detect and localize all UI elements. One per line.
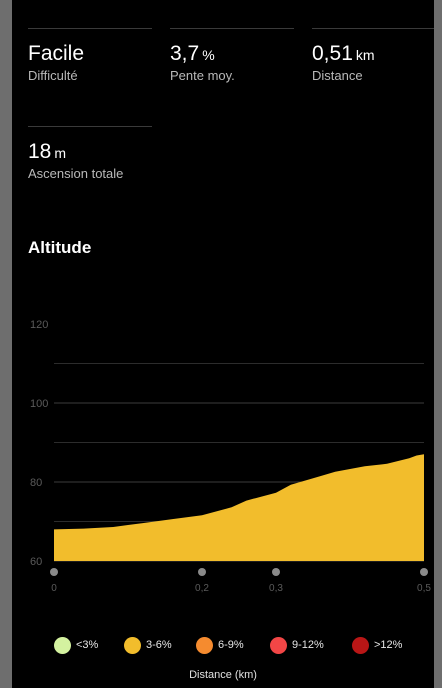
- legend-item: >12%: [352, 636, 402, 654]
- legend-label: <3%: [76, 639, 99, 651]
- y-tick-label: 120: [30, 319, 48, 331]
- legend-label: 6-9%: [218, 639, 244, 651]
- legend-swatch: [196, 636, 213, 654]
- stat-value: 3,7%: [170, 42, 215, 65]
- x-tick-label: 0,5: [417, 583, 431, 594]
- legend-swatch: [54, 636, 71, 654]
- legend-item: 9-12%: [270, 636, 324, 654]
- legend-swatch: [270, 636, 287, 654]
- stat-unit: km: [355, 47, 375, 63]
- legend-swatch: [124, 636, 141, 654]
- stat-unit: m: [54, 145, 67, 161]
- stat-value: Facile: [28, 42, 85, 65]
- stat-value: 18 m: [28, 140, 67, 163]
- y-tick-label: 80: [30, 477, 42, 489]
- legend-label: 9-12%: [292, 639, 324, 651]
- altitude-section-title: Altitude: [28, 238, 92, 257]
- altitude-area: [54, 454, 424, 561]
- stat-unit: %: [202, 47, 215, 63]
- x-axis-label: Distance (km): [189, 669, 257, 681]
- x-tick-marker: [198, 568, 206, 576]
- stat-label: Pente moy.: [170, 68, 235, 83]
- altitude-chart: 120 100 80 60 0 0,2 0,3 0,5: [30, 319, 431, 594]
- stat-label: Distance: [312, 68, 363, 83]
- stat-divider: [170, 28, 294, 29]
- legend-label: 3-6%: [146, 639, 172, 651]
- legend-label: >12%: [374, 639, 403, 651]
- legend-swatch: [352, 636, 369, 654]
- stat-label: Ascension totale: [28, 166, 124, 181]
- y-tick-label: 100: [30, 398, 48, 410]
- x-tick-label: 0,2: [195, 583, 209, 594]
- stat-label: Difficulté: [28, 68, 78, 83]
- legend-item: 6-9%: [196, 636, 244, 654]
- stat-divider: [312, 28, 434, 29]
- stat-divider: [28, 28, 152, 29]
- stat-value: 0,51 km: [312, 42, 375, 65]
- stat-divider: [28, 126, 152, 127]
- x-tick-marker: [272, 568, 280, 576]
- route-details-screen: Facile Difficulté 3,7% Pente moy. 0,51 km…: [12, 0, 434, 688]
- y-tick-label: 60: [30, 556, 42, 568]
- x-tick-marker: [50, 568, 58, 576]
- x-tick-label: 0,3: [269, 583, 283, 594]
- x-tick-label: 0: [51, 583, 57, 594]
- legend-item: 3-6%: [124, 636, 172, 654]
- legend-item: <3%: [54, 636, 98, 654]
- x-tick-marker: [420, 568, 428, 576]
